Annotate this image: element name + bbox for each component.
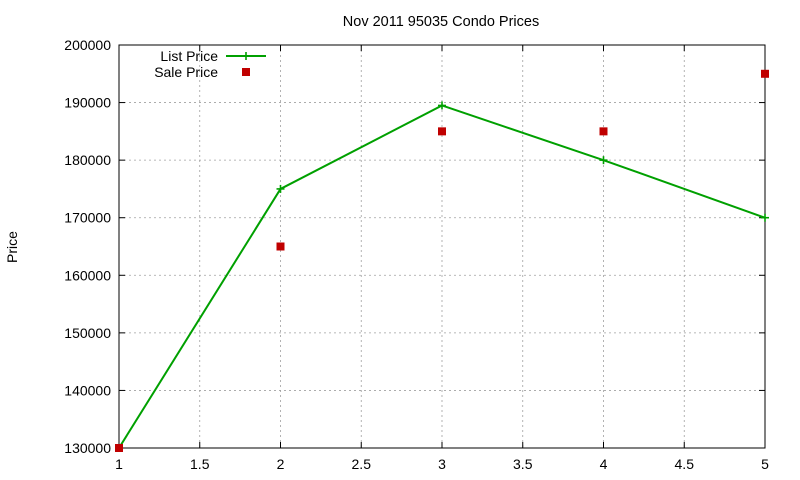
x-tick-label: 3 xyxy=(438,456,446,472)
y-tick-label: 150000 xyxy=(64,325,111,341)
legend-marker-list-price xyxy=(242,52,250,60)
y-tick-label: 130000 xyxy=(64,440,111,456)
point-list-price xyxy=(438,101,446,110)
point-sale-price xyxy=(438,127,446,136)
y-tick-label: 190000 xyxy=(64,95,111,111)
axis-ticks: 130000 140000 150000 160000 170000 180000 1900… xyxy=(64,37,769,472)
x-tick-label: 2.5 xyxy=(352,456,372,472)
y-tick-label: 140000 xyxy=(64,382,111,398)
point-list-price xyxy=(276,184,285,193)
x-tick-label: 5 xyxy=(761,456,769,472)
y-tick-label: 180000 xyxy=(64,152,111,168)
point-sale-price xyxy=(761,69,769,78)
x-tick-label: 4 xyxy=(600,456,608,472)
point-sale-price xyxy=(115,444,123,452)
x-tick-label: 3.5 xyxy=(513,456,533,472)
y-axis-label: Price xyxy=(4,231,20,263)
y-tick-label: 160000 xyxy=(64,267,111,283)
legend-label-sale-price: Sale Price xyxy=(154,64,218,80)
x-tick-label: 1.5 xyxy=(190,456,210,472)
legend-marker-sale-price xyxy=(242,68,250,76)
series-layer xyxy=(115,69,769,452)
chart-title: Nov 2011 95035 Condo Prices xyxy=(343,14,539,30)
series-sale-price xyxy=(115,69,769,452)
y-tick-label: 200000 xyxy=(64,37,111,53)
legend-label-list-price: List Price xyxy=(160,48,218,64)
x-tick-label: 2 xyxy=(277,456,285,472)
x-tick-label: 1 xyxy=(115,456,123,472)
point-list-price xyxy=(761,213,769,222)
point-sale-price xyxy=(276,242,285,251)
point-sale-price xyxy=(599,127,608,136)
y-tick-label: 170000 xyxy=(64,210,111,226)
point-list-price xyxy=(599,156,608,165)
x-tick-label: 4.5 xyxy=(675,456,695,472)
